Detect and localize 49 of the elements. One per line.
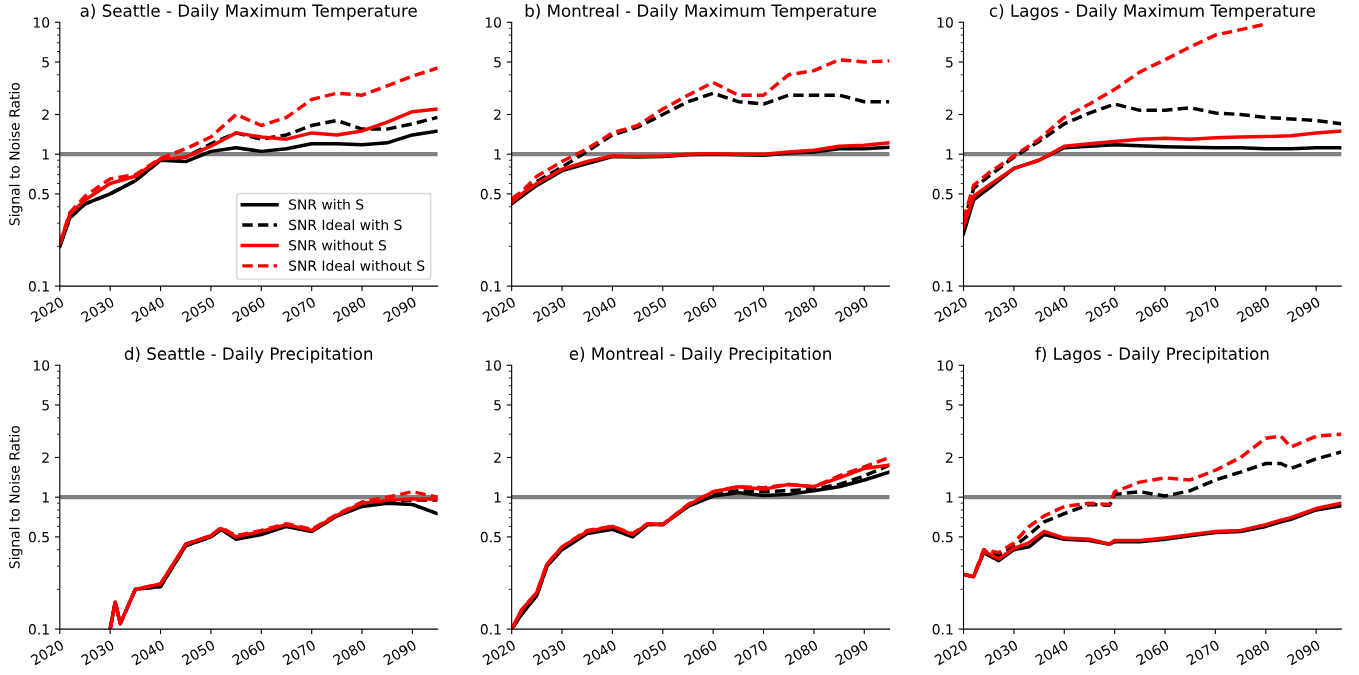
y-tick-label: 1 [42, 149, 49, 160]
y-tick-label: 0.5 [28, 188, 49, 200]
y-axis-title: Signal to Noise Ratio [8, 82, 23, 226]
y-tick-label: 5 [946, 400, 953, 411]
y-tick-label: 10 [485, 17, 502, 28]
legend-label: SNR with S [289, 199, 364, 210]
y-tick-label: 1 [946, 149, 953, 160]
y-tick-label: 1 [494, 149, 501, 160]
y-tick-label: 0.1 [28, 281, 49, 292]
chart-title: c) Lagos - Daily Maximum Temperature [989, 4, 1316, 21]
y-tick-label: 0.1 [932, 281, 953, 292]
legend-label: SNR Ideal with S [289, 219, 402, 231]
y-tick-label: 0.1 [28, 624, 49, 635]
y-tick-label: 0.5 [932, 188, 953, 200]
y-tick-label: 5 [494, 400, 501, 411]
chart-title: d) Seattle - Daily Precipitation [124, 347, 373, 364]
y-tick-label: 2 [945, 109, 953, 120]
y-tick-label: 5 [42, 57, 49, 68]
y-tick-label: 0.5 [932, 531, 953, 543]
y-tick-label: 2 [945, 452, 953, 463]
y-tick-label: 2 [494, 109, 501, 120]
y-tick-label: 2 [42, 452, 49, 463]
y-tick-label: 1 [494, 492, 501, 503]
y-tick-label: 0.5 [28, 531, 49, 543]
y-tick-label: 10 [937, 360, 953, 371]
legend-label: SNR without S [289, 239, 387, 251]
y-tick-label: 1 [42, 492, 49, 503]
y-tick-label: 5 [946, 57, 953, 68]
y-tick-label: 0.1 [480, 624, 501, 635]
y-tick-label: 0.1 [480, 281, 501, 292]
chart-title: a) Seattle - Daily Maximum Temperature [80, 4, 417, 21]
y-tick-label: 10 [937, 17, 953, 28]
y-tick-label: 10 [33, 360, 50, 371]
y-tick-label: 5 [494, 57, 501, 68]
y-tick-label: 0.5 [480, 531, 501, 543]
y-tick-label: 2 [494, 452, 501, 463]
legend-label: SNR Ideal without S [289, 260, 425, 271]
chart-title: b) Montreal - Daily Maximum Temperature [525, 4, 877, 21]
y-tick-label: 0.1 [932, 624, 953, 635]
y-tick-label: 5 [42, 400, 49, 411]
y-tick-label: 2 [42, 109, 49, 120]
y-tick-label: 10 [33, 17, 50, 28]
y-tick-label: 1 [946, 492, 953, 503]
chart-title: e) Montreal - Daily Precipitation [569, 347, 831, 364]
line-series [511, 58, 890, 201]
y-tick-label: 0.5 [480, 188, 501, 200]
y-axis-title: Signal to Noise Ratio [8, 425, 23, 569]
chart-title: f) Lagos - Daily Precipitation [1035, 347, 1269, 364]
y-tick-label: 10 [485, 360, 502, 371]
